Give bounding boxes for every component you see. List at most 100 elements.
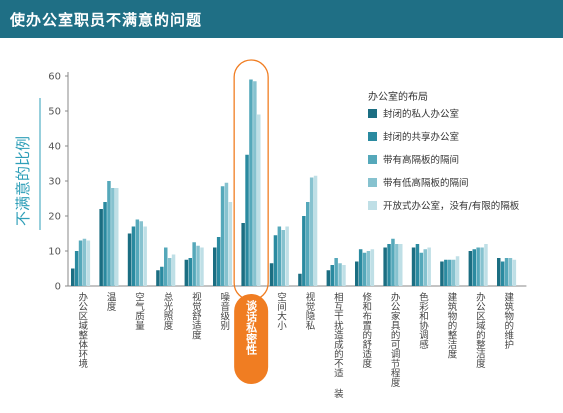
- y-tick-label: 50: [48, 107, 61, 118]
- y-tick-label: 30: [48, 177, 61, 188]
- bar: [468, 251, 473, 286]
- bar: [309, 177, 314, 286]
- bar: [391, 238, 395, 286]
- legend-swatch: [368, 132, 377, 141]
- highlight-label-bg: [234, 294, 269, 384]
- bar: [423, 249, 427, 286]
- bar: [103, 202, 107, 286]
- bar: [484, 244, 488, 286]
- y-tick-label: 60: [48, 72, 61, 83]
- bar: [306, 202, 310, 286]
- y-tick-label: 40: [48, 142, 61, 153]
- y-tick-label: 20: [48, 212, 61, 223]
- category-label: 空气质量: [133, 291, 145, 330]
- bar: [257, 114, 261, 286]
- page-title: 使办公室职员不满意的问题: [10, 11, 203, 29]
- bar: [500, 261, 505, 286]
- legend-entry: 封闭的共享办公室: [383, 131, 459, 143]
- bar: [326, 270, 331, 286]
- category-label: 谈话私密性: [245, 299, 258, 356]
- category-label: 办公区域整体环境: [76, 291, 88, 369]
- bar: [281, 230, 285, 286]
- bars: [71, 79, 517, 286]
- bar: [370, 249, 375, 286]
- category-label: 办公家具的可调节程度: [389, 291, 401, 388]
- bar: [115, 188, 119, 286]
- bar: [224, 182, 229, 286]
- bar: [512, 259, 517, 286]
- bar: [249, 79, 253, 286]
- bar: [139, 221, 143, 286]
- bar: [245, 154, 249, 286]
- legend-entry: 开放式办公室，没有/有限的隔板: [383, 200, 520, 212]
- category-label: 总光照度: [161, 291, 173, 331]
- legend-swatch: [368, 155, 377, 164]
- bar: [366, 251, 371, 286]
- bar: [497, 258, 501, 286]
- bar: [427, 247, 431, 286]
- category-label: 视觉隐私: [303, 291, 315, 331]
- legend-swatch: [368, 178, 377, 187]
- bar: [411, 247, 416, 286]
- bar: [444, 259, 448, 286]
- y-axis-label: 不满意的比例: [14, 136, 32, 226]
- category-label: 空间大小: [275, 291, 287, 331]
- legend-entry: 带有高隔板的隔间: [383, 154, 459, 166]
- bar: [253, 81, 257, 286]
- category-label: 办公区域的整洁度: [474, 291, 486, 369]
- bar: [200, 247, 204, 286]
- bar: [508, 258, 513, 286]
- legend-swatch: [368, 109, 377, 118]
- bar: [196, 245, 200, 286]
- bar: [338, 263, 342, 286]
- bar: [228, 202, 233, 286]
- bar: [111, 188, 115, 286]
- legend-entry: 带有低高隔板的隔间: [383, 177, 469, 189]
- bar: [302, 216, 306, 286]
- bar: [298, 273, 302, 286]
- bar: [86, 240, 91, 286]
- bar: [448, 259, 452, 286]
- bar: [285, 226, 289, 286]
- bar: [504, 258, 509, 286]
- bar: [82, 238, 87, 286]
- bar: [78, 240, 83, 286]
- category-label: 噪音级别: [218, 292, 230, 331]
- bar: [476, 247, 480, 286]
- category-label: 修和布置的舒适度: [360, 291, 372, 369]
- bar: [415, 244, 420, 286]
- category-label: 色彩和协调感: [417, 291, 429, 349]
- legend-swatch: [368, 201, 377, 210]
- bar: [171, 254, 176, 286]
- bar: [440, 261, 444, 286]
- bar: [399, 244, 403, 286]
- category-labels: 办公区域整体环境 温度 空气质量 总光照度 视觉舒适度 噪音级别 谈话私密性 空间大小 视觉隐私…: [76, 291, 514, 399]
- bar: [71, 268, 75, 286]
- bar: [241, 223, 245, 286]
- bar: [342, 265, 346, 286]
- bar: [480, 247, 484, 286]
- bar: [99, 209, 103, 286]
- category-label: 温度: [105, 292, 117, 312]
- bar: [334, 258, 338, 286]
- category-label: 相互干扰造成的不适 装: [332, 291, 344, 399]
- category-label: 建筑物的维护: [502, 291, 514, 350]
- y-tick-label: 0: [55, 282, 61, 293]
- bar: [135, 219, 140, 286]
- bar: [107, 181, 111, 286]
- bar: [269, 263, 274, 286]
- category-label: 视觉舒适度: [190, 291, 202, 340]
- legend-title: 办公室的布局: [368, 90, 428, 103]
- bar: [131, 226, 136, 286]
- bar: [273, 235, 278, 286]
- bar: [192, 242, 196, 286]
- bar: [188, 258, 192, 286]
- header-bar: 使办公室职员不满意的问题: [0, 0, 563, 38]
- bar: [160, 266, 164, 286]
- bar: [143, 226, 147, 286]
- bar: [220, 186, 225, 286]
- bar: [216, 237, 221, 286]
- category-label: 建筑物的整洁度: [445, 291, 457, 359]
